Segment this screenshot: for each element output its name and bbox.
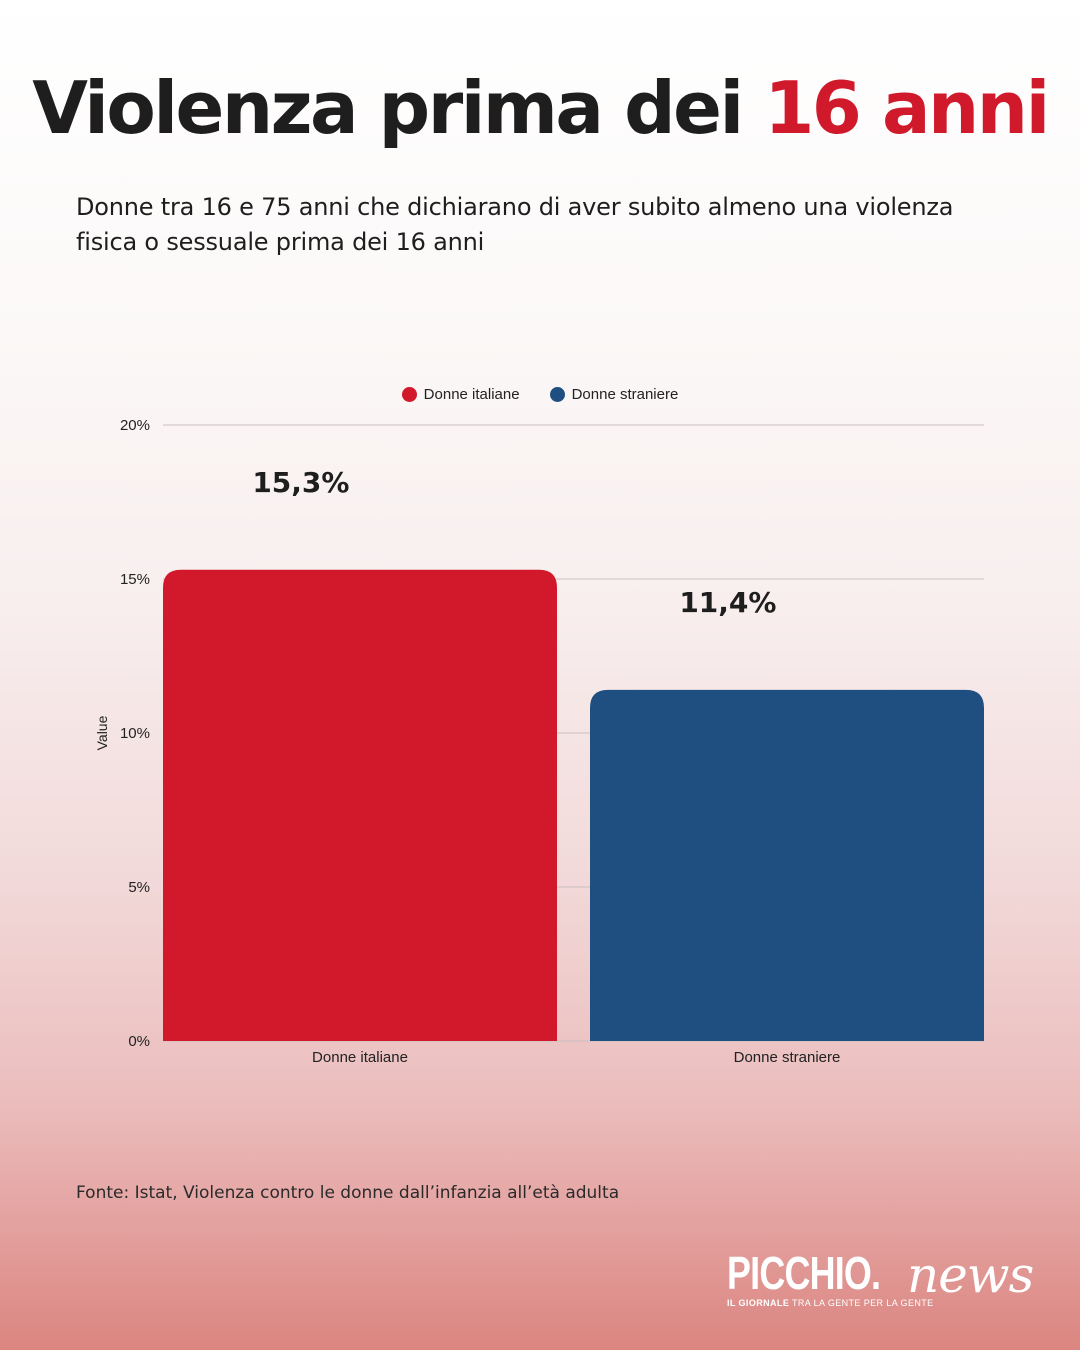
- legend-item-straniere: Donne straniere: [549, 386, 679, 403]
- data-label-1: 15,3%: [252, 466, 349, 499]
- legend-dot-straniere: [549, 387, 565, 402]
- x-tick-label-2: Donne straniere: [734, 1049, 841, 1066]
- chart-subtitle: Donne tra 16 e 75 anni che dichiarano di…: [76, 193, 954, 256]
- logo-brand-script: news: [907, 1246, 1034, 1304]
- y-tick-label-15: 15%: [120, 571, 150, 588]
- y-axis-label: Value: [94, 715, 110, 750]
- title-highlight: 16 anni: [764, 66, 1050, 150]
- logo-tagline-bold: IL GIORNALE: [727, 1298, 790, 1308]
- data-label-2: 11,4%: [679, 586, 776, 619]
- logo-tagline-rest: TRA LA GENTE PER LA GENTE: [792, 1298, 934, 1308]
- chart-legend: Donne italiane Donne straniere: [0, 386, 1080, 403]
- logo-wordmark: PICCHIO.: [727, 1246, 923, 1300]
- bar-2: [590, 689, 984, 1041]
- legend-item-italiane: Donne italiane: [401, 386, 520, 403]
- logo-brand: PICCHIO.: [727, 1247, 881, 1299]
- x-tick-label-1: Donne italiane: [312, 1049, 408, 1066]
- title-main: Violenza prima dei: [32, 66, 744, 150]
- legend-label-straniere: Donne straniere: [571, 386, 679, 403]
- y-tick-label-10: 10%: [120, 725, 150, 742]
- bar-1: [163, 569, 557, 1041]
- page-title: Violenza prima dei 16 anni: [0, 66, 1080, 150]
- y-tick-label-20: 20%: [120, 417, 150, 434]
- legend-dot-italiane: [401, 387, 417, 402]
- y-tick-label-0: 0%: [128, 1033, 150, 1050]
- logo-tagline: IL GIORNALE TRA LA GENTE PER LA GENTE: [727, 1298, 934, 1308]
- legend-label-italiane: Donne italiane: [423, 386, 520, 403]
- picchio-news-logo: PICCHIO. news IL GIORNALE TRA LA GENTE P…: [727, 1246, 1067, 1316]
- y-tick-label-5: 5%: [128, 879, 150, 896]
- source-note: Fonte: Istat, Violenza contro le donne d…: [76, 1183, 620, 1203]
